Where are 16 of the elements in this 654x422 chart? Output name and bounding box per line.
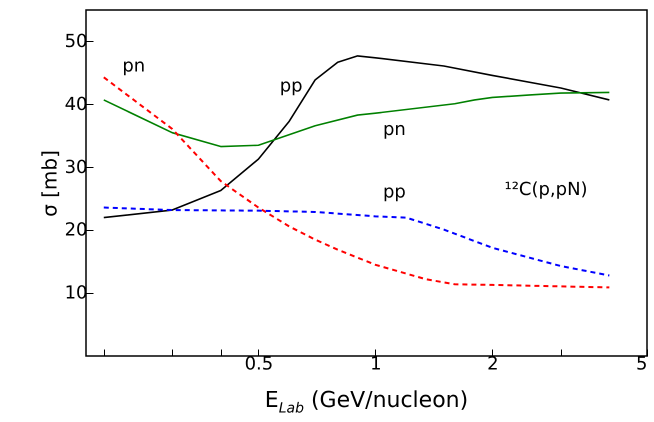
- series-label: pn: [122, 55, 146, 76]
- y-tick-label: 40: [64, 94, 88, 115]
- series-label: pp: [280, 75, 303, 96]
- y-tick-label: 50: [64, 30, 88, 52]
- series-label: pp: [382, 181, 406, 202]
- x-tick-label: 5: [636, 354, 648, 374]
- x-tick-label: 0.5: [244, 354, 274, 374]
- y-tick-label: 20: [64, 220, 88, 241]
- y-tick-label: 30: [64, 156, 88, 178]
- x-tick-label: 1: [370, 354, 382, 374]
- y-tick-label: 10: [64, 282, 88, 304]
- annotation: ¹²C(p,pN): [504, 178, 588, 200]
- y-axis-title: σ [mb]: [38, 150, 62, 217]
- series-label: pn: [382, 119, 406, 140]
- x-tick-label: 2: [487, 354, 499, 374]
- x-axis-title: E$_{Lab}$ (GeV/nucleon): [264, 388, 470, 416]
